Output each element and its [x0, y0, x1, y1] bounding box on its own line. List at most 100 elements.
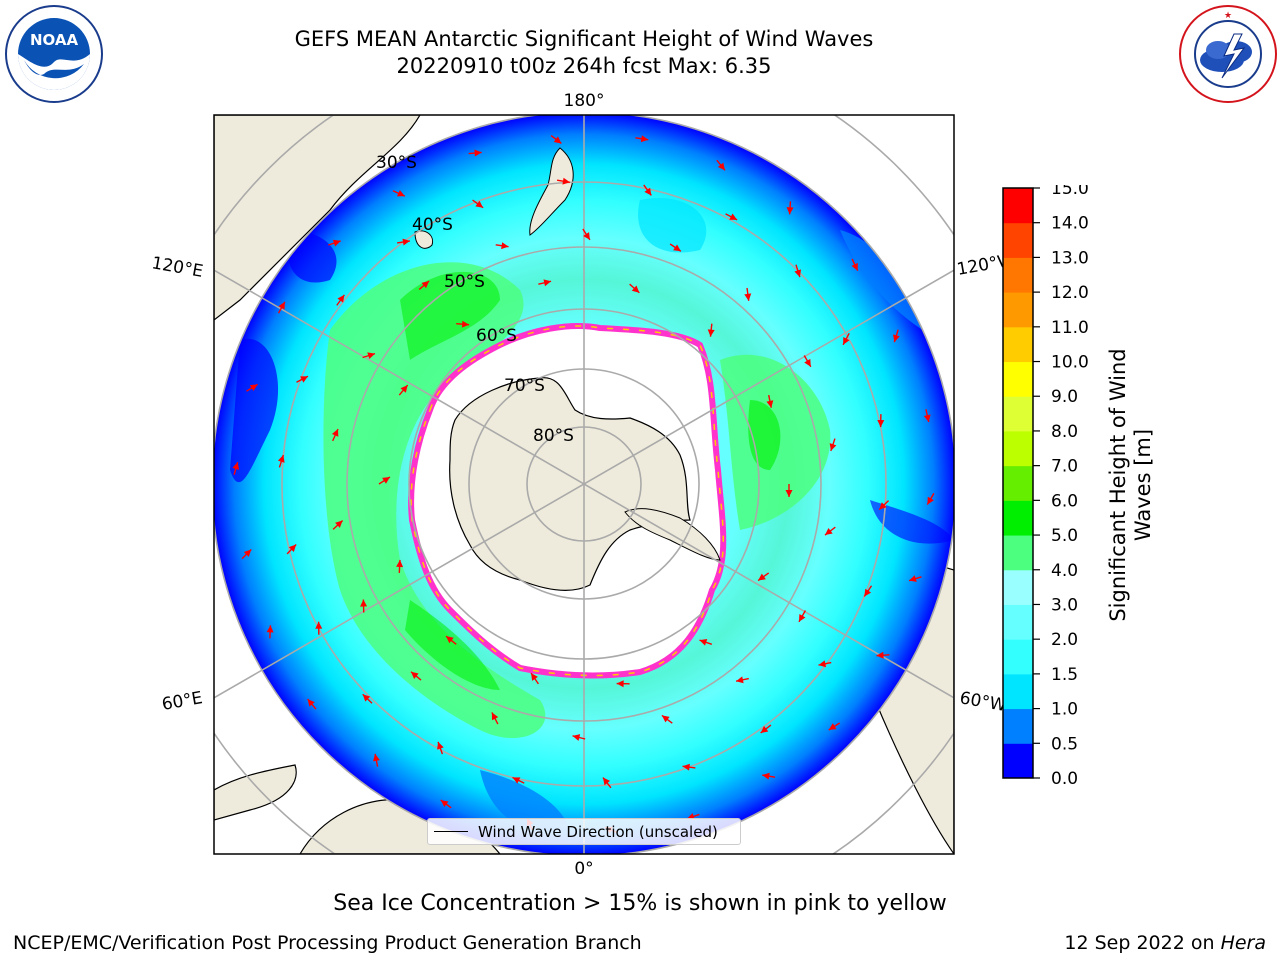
- lat-label-40s: 40°S: [412, 215, 453, 235]
- wind-wave-arrow-head: [851, 262, 858, 271]
- colorbar-segment: [1003, 257, 1033, 293]
- tasmania-land: [414, 230, 434, 249]
- lon-label-120e: 120°E: [150, 253, 204, 282]
- footer-date: 12 Sep 2022 on: [1064, 932, 1221, 954]
- wind-wave-arrow-head: [876, 651, 884, 659]
- wind-wave-arrow-head: [367, 352, 376, 360]
- wind-wave-arrow-head: [243, 549, 252, 557]
- footer-machine: Hera: [1220, 932, 1266, 954]
- footer-left: NCEP/EMC/Verification Post Processing Pr…: [13, 932, 642, 954]
- noaa-logo: NOAA: [5, 5, 103, 103]
- colorbar-tick-label: 5.0: [1051, 526, 1078, 546]
- wind-wave-arrow-head: [758, 573, 766, 581]
- wind-wave-arrow-head: [360, 599, 368, 607]
- wind-wave-arrow-head: [828, 723, 837, 731]
- chart-title: GEFS MEAN Antarctic Significant Height o…: [294, 27, 874, 51]
- legend-line-sample: [434, 831, 468, 832]
- wind-wave-arrow-head: [766, 400, 774, 408]
- colorbar-tick-label: 12.0: [1051, 283, 1089, 303]
- wind-wave-arrow-head: [673, 244, 681, 252]
- wind-wave-arrow-head: [909, 575, 917, 582]
- colorbar-segment: [1003, 535, 1033, 571]
- colorbar-segment: [1003, 188, 1033, 224]
- map-legend: Wind Wave Direction (unscaled): [427, 818, 741, 845]
- colorbar-tick-label: 2.0: [1051, 630, 1078, 650]
- wind-wave-arrow-head: [729, 213, 738, 220]
- wind-wave-arrow-head: [572, 734, 581, 741]
- chart-subtitle: 20220910 t00z 264h fcst Max: 6.35: [396, 54, 772, 78]
- wind-wave-arrow-head: [824, 527, 833, 536]
- colorbar-tick-label: 1.0: [1051, 700, 1078, 720]
- wind-wave-arrow-head: [307, 699, 315, 707]
- lat-label-80s: 80°S: [533, 426, 574, 446]
- wind-wave-arrow-head: [798, 613, 806, 622]
- wind-wave-arrow-head: [682, 763, 690, 771]
- wind-wave-arrow-head: [337, 294, 345, 303]
- wind-wave-arrow-head: [804, 358, 811, 367]
- wind-wave-arrow-head: [475, 200, 484, 208]
- wind-wave-arrow-head: [829, 443, 837, 451]
- nws-logo: ★: [1179, 5, 1277, 103]
- wind-wave-arrow-head: [786, 207, 794, 215]
- wind-wave-arrow-head: [249, 384, 258, 392]
- lat-label-50s: 50°S: [444, 272, 485, 292]
- colorbar-segment: [1003, 292, 1033, 328]
- wind-wave-arrow-head: [893, 334, 900, 343]
- lon-label-60e: 60°E: [160, 688, 204, 715]
- lon-label-0: 0°: [574, 859, 593, 879]
- colorbar-tick-label: 14.0: [1051, 214, 1089, 234]
- wind-wave-arrow-head: [288, 544, 297, 553]
- map-frame: [213, 114, 955, 855]
- wind-wave-arrow-head: [818, 660, 827, 668]
- wind-wave-arrow-head: [335, 520, 343, 528]
- wind-wave-arrow-head: [760, 725, 769, 733]
- wind-wave-arrow-head: [785, 490, 793, 497]
- colorbar-tick-label: 3.0: [1051, 595, 1078, 615]
- colorbar-tick-label: 13.0: [1051, 248, 1089, 268]
- wind-wave-arrow-head: [396, 190, 405, 197]
- wind-wave-arrow-head: [491, 712, 499, 721]
- wind-wave-arrow-head: [315, 621, 323, 629]
- colorbar-tick-label: 0.0: [1051, 769, 1078, 785]
- colorbar-tick-label: 8.0: [1051, 422, 1078, 442]
- wind-wave-arrow-head: [616, 680, 624, 688]
- wind-wave-arrow-head: [794, 269, 802, 278]
- wind-wave-arrow-head: [372, 753, 380, 762]
- wind-wave-arrow-head: [278, 301, 285, 310]
- colorbar-label: Significant Height of Wind Waves [m]: [1106, 348, 1155, 622]
- lat-label-70s: 70°S: [504, 376, 545, 396]
- colorbar-tick-label: 15.0: [1051, 185, 1089, 199]
- wind-wave-arrow-head: [879, 502, 887, 510]
- wind-wave-arrow-head: [699, 639, 708, 646]
- colorbar-segment: [1003, 361, 1033, 397]
- svg-text:★: ★: [1224, 11, 1232, 21]
- wind-wave-arrow-head: [744, 293, 752, 301]
- wind-wave-arrow-head: [640, 135, 649, 143]
- wind-wave-arrow-head: [461, 320, 470, 328]
- wind-wave-arrow-head: [402, 238, 410, 246]
- colorbar-segment: [1003, 396, 1033, 432]
- wind-wave-arrow-head: [531, 673, 538, 681]
- colorbar-tick-label: 4.0: [1051, 561, 1078, 581]
- footer-right: 12 Sep 2022 on Hera: [1064, 932, 1266, 954]
- colorbar-segment: [1003, 743, 1033, 779]
- wind-wave-arrow-head: [553, 136, 562, 144]
- madagascar-land: [214, 764, 297, 821]
- wind-wave-arrow-head: [396, 559, 404, 568]
- lon-label-180: 180°: [564, 91, 605, 111]
- sea-ice-note: Sea Ice Concentration > 15% is shown in …: [333, 891, 947, 916]
- wind-wave-arrow-head: [877, 420, 885, 428]
- colorbar-tick-label: 11.0: [1051, 318, 1089, 338]
- colorbar-segment: [1003, 430, 1033, 467]
- wind-wave-arrow-head: [717, 162, 725, 171]
- wind-wave-arrow-head: [762, 772, 770, 780]
- wind-wave-arrow-head: [232, 462, 240, 470]
- colorbar-tick-label: 1.5: [1051, 665, 1078, 685]
- colorbar-segment: [1003, 604, 1033, 640]
- colorbar-segment: [1003, 708, 1033, 744]
- wind-wave-arrow-head: [421, 281, 430, 289]
- colorbar-tick-label: 6.0: [1051, 491, 1078, 511]
- wind-wave-arrow-head: [362, 694, 371, 702]
- colorbar-segment: [1003, 673, 1033, 710]
